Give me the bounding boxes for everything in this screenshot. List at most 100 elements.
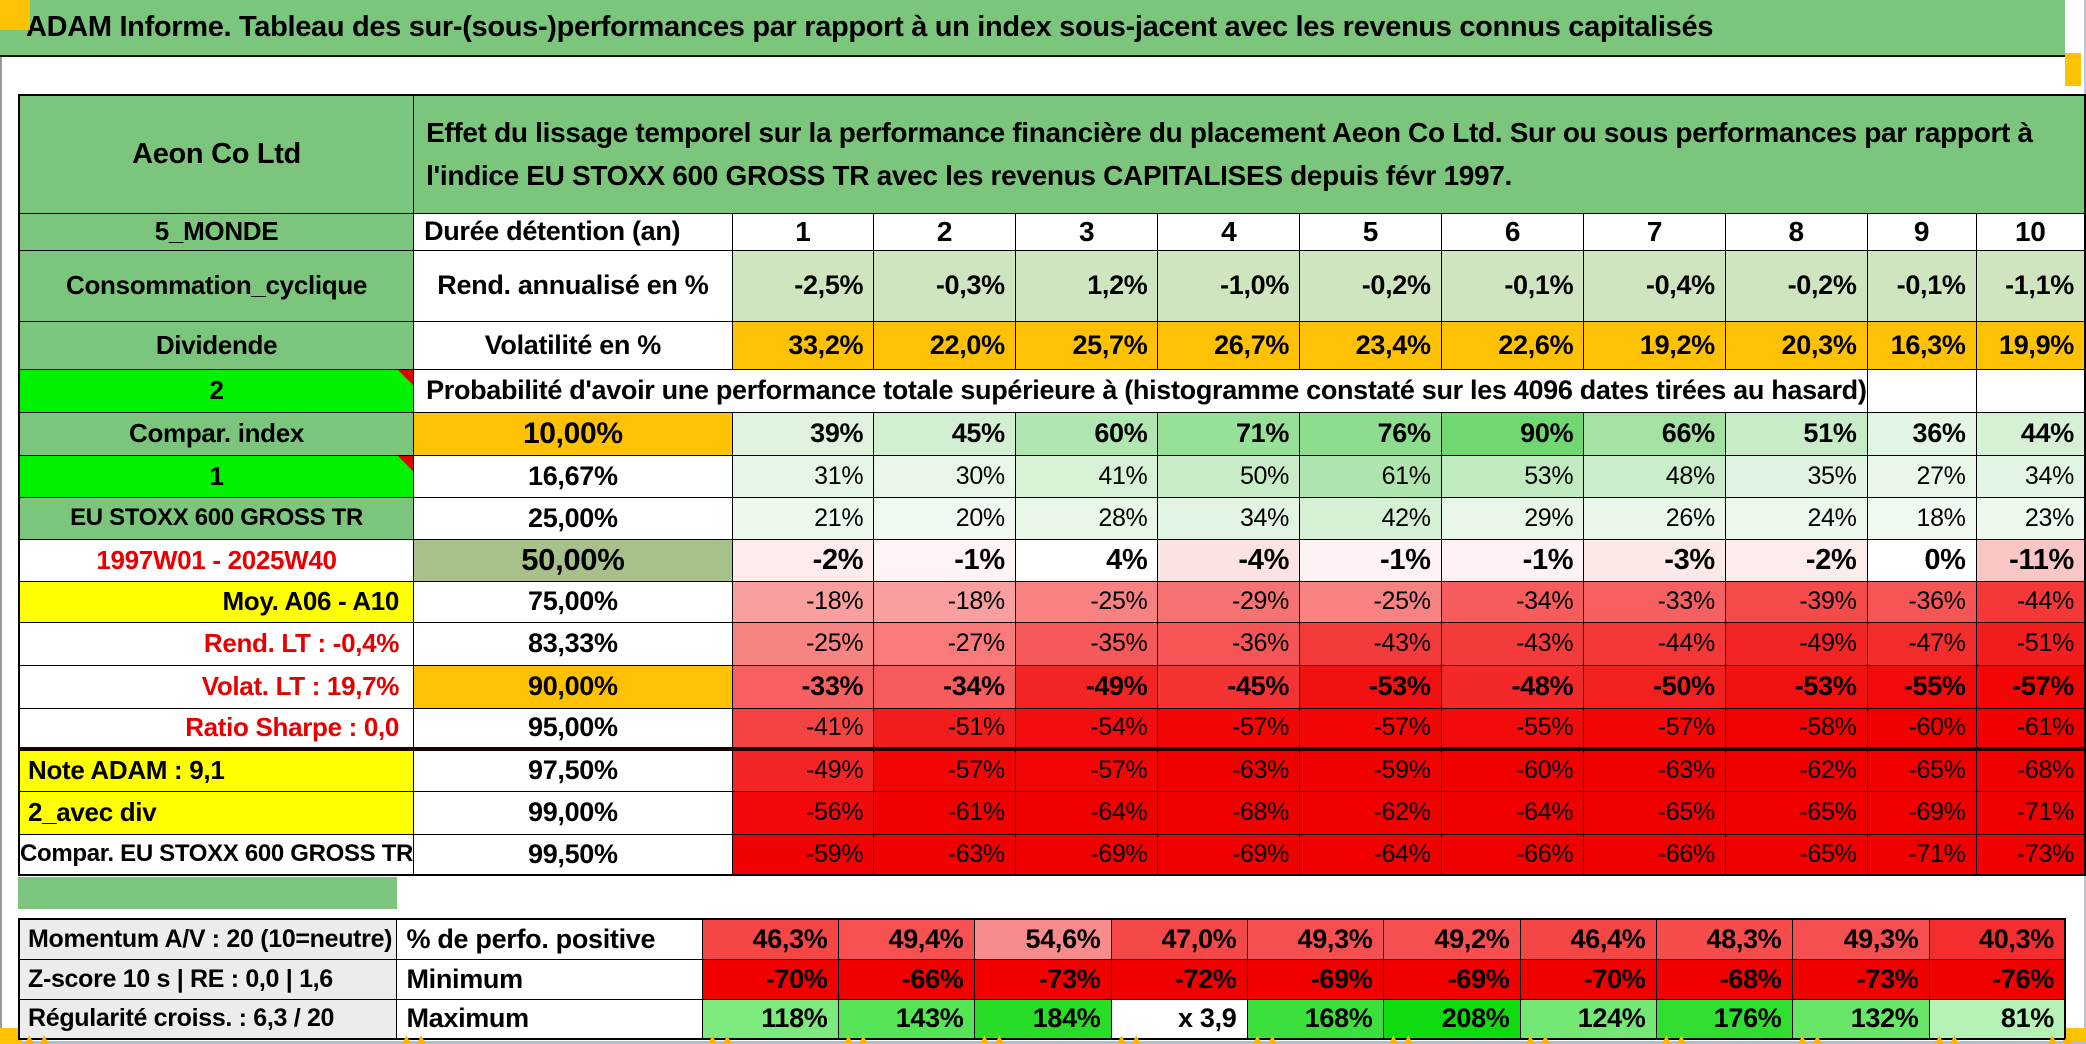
cell-max-col6[interactable]: 208% [1382, 998, 1521, 1040]
cell-min-col7[interactable]: -70% [1519, 958, 1657, 1000]
cell-rend-col1[interactable]: -2,5% [731, 249, 875, 322]
cell-p99-col6[interactable]: -64% [1440, 790, 1585, 835]
cell-p95-col4[interactable]: -57% [1157, 707, 1301, 750]
cell-min-col9[interactable]: -73% [1791, 958, 1930, 1000]
cell-max-col5[interactable]: 168% [1246, 998, 1384, 1040]
row-header-min[interactable]: Minimum [395, 958, 703, 1000]
cell-p90-col1[interactable]: -33% [731, 664, 875, 709]
cell-p95-col7[interactable]: -57% [1583, 707, 1726, 750]
cell-p1667-col7[interactable]: 48% [1583, 454, 1726, 498]
row-header-p975[interactable]: 97,50% [413, 747, 733, 792]
cell-p50-col1[interactable]: -2% [731, 538, 875, 582]
cell-perfpos-col1[interactable]: 46,3% [701, 918, 839, 960]
report-title-bar[interactable]: ADAM Informe. Tableau des sur-(sous-)per… [0, 0, 2065, 57]
cell-volat-col7[interactable]: 19,2% [1583, 320, 1726, 370]
cell-p50-col5[interactable]: -1% [1299, 538, 1442, 582]
cell-p995-col6[interactable]: -66% [1440, 833, 1585, 876]
cell-p25-col1[interactable]: 21% [731, 496, 875, 540]
row-header-p99[interactable]: 99,00% [413, 790, 733, 835]
cell-volat-col6[interactable]: 22,6% [1440, 320, 1585, 370]
cell-p90-col10[interactable]: -57% [1975, 664, 2086, 709]
row-label-p1667[interactable]: 1 [18, 454, 415, 498]
cell-max-col2[interactable]: 143% [837, 998, 975, 1040]
row-header-max[interactable]: Maximum [395, 998, 703, 1040]
row-label-p25[interactable]: EU STOXX 600 GROSS TR [18, 496, 415, 540]
cell-p975-col8[interactable]: -62% [1724, 747, 1868, 792]
row-label-p995[interactable]: Compar. EU STOXX 600 GROSS TR [18, 833, 415, 876]
cell-p995-col1[interactable]: -59% [731, 833, 875, 876]
cell-p10-col3[interactable]: 60% [1014, 411, 1159, 456]
cell-min-col4[interactable]: -72% [1110, 958, 1248, 1000]
row-header-perfpos[interactable]: % de perfo. positive [395, 918, 703, 960]
row-label-prob[interactable]: 2 [18, 368, 415, 413]
cell-duree-col4[interactable]: 4 [1157, 212, 1301, 251]
cell-p25-col3[interactable]: 28% [1014, 496, 1159, 540]
probability-caption-cell[interactable]: Probabilité d'avoir une performance tota… [413, 368, 1868, 413]
cell-p99-col1[interactable]: -56% [731, 790, 875, 835]
cell-duree-col1[interactable]: 1 [731, 212, 875, 251]
cell-perfpos-col9[interactable]: 49,3% [1791, 918, 1930, 960]
empty-cell[interactable] [1866, 368, 1977, 413]
cell-p25-col5[interactable]: 42% [1299, 496, 1442, 540]
cell-p75-col4[interactable]: -29% [1157, 580, 1301, 623]
cell-p8333-col1[interactable]: -25% [731, 621, 875, 666]
cell-p995-col3[interactable]: -69% [1014, 833, 1159, 876]
cell-perfpos-col4[interactable]: 47,0% [1110, 918, 1248, 960]
cell-p975-col4[interactable]: -63% [1157, 747, 1301, 792]
cell-p995-col2[interactable]: -63% [873, 833, 1016, 876]
cell-p50-col10[interactable]: -11% [1975, 538, 2086, 582]
cell-perfpos-col7[interactable]: 46,4% [1519, 918, 1657, 960]
cell-p75-col1[interactable]: -18% [731, 580, 875, 623]
cell-p75-col3[interactable]: -25% [1014, 580, 1159, 623]
cell-p995-col5[interactable]: -64% [1299, 833, 1442, 876]
cell-p95-col6[interactable]: -55% [1440, 707, 1585, 750]
cell-p95-col10[interactable]: -61% [1975, 707, 2086, 750]
cell-p75-col7[interactable]: -33% [1583, 580, 1726, 623]
row-header-p75[interactable]: 75,00% [413, 580, 733, 623]
cell-p99-col4[interactable]: -68% [1157, 790, 1301, 835]
row-label-rend[interactable]: Consommation_cyclique [18, 249, 415, 322]
cell-rend-col4[interactable]: -1,0% [1157, 249, 1301, 322]
cell-perfpos-col3[interactable]: 54,6% [973, 918, 1112, 960]
cell-p1667-col10[interactable]: 34% [1975, 454, 2086, 498]
row-header-rend[interactable]: Rend. annualisé en % [413, 249, 733, 322]
cell-p995-col10[interactable]: -73% [1975, 833, 2086, 876]
cell-perfpos-col10[interactable]: 40,3% [1928, 918, 2066, 960]
cell-p25-col8[interactable]: 24% [1724, 496, 1868, 540]
cell-p1667-col1[interactable]: 31% [731, 454, 875, 498]
cell-p90-col3[interactable]: -49% [1014, 664, 1159, 709]
row-label-p90[interactable]: Volat. LT : 19,7% [18, 664, 415, 709]
cell-duree-col9[interactable]: 9 [1866, 212, 1977, 251]
cell-p90-col8[interactable]: -53% [1724, 664, 1868, 709]
row-label-max[interactable]: Régularité croiss. : 6,3 / 20 [18, 998, 397, 1040]
row-label-volat[interactable]: Dividende [18, 320, 415, 370]
cell-p10-col8[interactable]: 51% [1724, 411, 1868, 456]
cell-p50-col7[interactable]: -3% [1583, 538, 1726, 582]
cell-rend-col10[interactable]: -1,1% [1975, 249, 2086, 322]
row-header-p50[interactable]: 50,00% [413, 538, 733, 582]
cell-p10-col5[interactable]: 76% [1299, 411, 1442, 456]
row-label-p99[interactable]: 2_avec div [18, 790, 415, 835]
cell-p975-col6[interactable]: -60% [1440, 747, 1585, 792]
cell-duree-col3[interactable]: 3 [1014, 212, 1159, 251]
cell-p25-col10[interactable]: 23% [1975, 496, 2086, 540]
cell-p8333-col10[interactable]: -51% [1975, 621, 2086, 666]
cell-p8333-col7[interactable]: -44% [1583, 621, 1726, 666]
row-label-p50[interactable]: 1997W01 - 2025W40 [18, 538, 415, 582]
cell-p995-col9[interactable]: -71% [1866, 833, 1977, 876]
row-header-volat[interactable]: Volatilité en % [413, 320, 733, 370]
cell-p99-col3[interactable]: -64% [1014, 790, 1159, 835]
cell-p25-col2[interactable]: 20% [873, 496, 1016, 540]
cell-volat-col2[interactable]: 22,0% [873, 320, 1016, 370]
row-label-p10[interactable]: Compar. index [18, 411, 415, 456]
cell-p10-col10[interactable]: 44% [1975, 411, 2086, 456]
cell-duree-col6[interactable]: 6 [1440, 212, 1585, 251]
cell-min-col2[interactable]: -66% [837, 958, 975, 1000]
cell-rend-col2[interactable]: -0,3% [873, 249, 1016, 322]
row-label-p8333[interactable]: Rend. LT : -0,4% [18, 621, 415, 666]
cell-p1667-col6[interactable]: 53% [1440, 454, 1585, 498]
cell-p95-col3[interactable]: -54% [1014, 707, 1159, 750]
cell-p75-col9[interactable]: -36% [1866, 580, 1977, 623]
cell-p995-col7[interactable]: -66% [1583, 833, 1726, 876]
cell-volat-col3[interactable]: 25,7% [1014, 320, 1159, 370]
